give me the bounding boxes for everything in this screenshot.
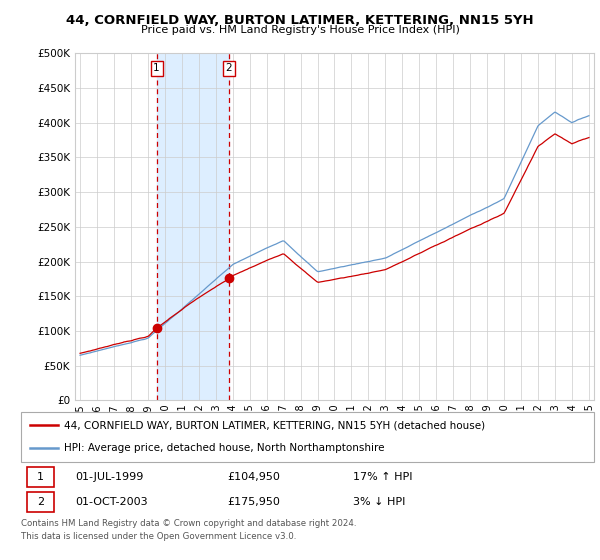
FancyBboxPatch shape (21, 412, 594, 462)
Text: Contains HM Land Registry data © Crown copyright and database right 2024.
This d: Contains HM Land Registry data © Crown c… (21, 519, 356, 540)
FancyBboxPatch shape (27, 492, 54, 512)
Text: 1: 1 (37, 472, 44, 482)
Text: 17% ↑ HPI: 17% ↑ HPI (353, 472, 413, 482)
Text: 2: 2 (226, 63, 232, 73)
Text: 1: 1 (154, 63, 160, 73)
Text: £104,950: £104,950 (227, 472, 280, 482)
Text: 44, CORNFIELD WAY, BURTON LATIMER, KETTERING, NN15 5YH (detached house): 44, CORNFIELD WAY, BURTON LATIMER, KETTE… (64, 420, 485, 430)
Bar (157, 53, 229, 400)
Text: 01-OCT-2003: 01-OCT-2003 (76, 497, 148, 507)
Text: £175,950: £175,950 (227, 497, 280, 507)
FancyBboxPatch shape (27, 467, 54, 487)
Text: 01-JUL-1999: 01-JUL-1999 (76, 472, 144, 482)
Text: 44, CORNFIELD WAY, BURTON LATIMER, KETTERING, NN15 5YH: 44, CORNFIELD WAY, BURTON LATIMER, KETTE… (66, 14, 534, 27)
Text: 3% ↓ HPI: 3% ↓ HPI (353, 497, 406, 507)
Text: HPI: Average price, detached house, North Northamptonshire: HPI: Average price, detached house, Nort… (64, 444, 385, 454)
Text: 2: 2 (37, 497, 44, 507)
Text: Price paid vs. HM Land Registry's House Price Index (HPI): Price paid vs. HM Land Registry's House … (140, 25, 460, 35)
